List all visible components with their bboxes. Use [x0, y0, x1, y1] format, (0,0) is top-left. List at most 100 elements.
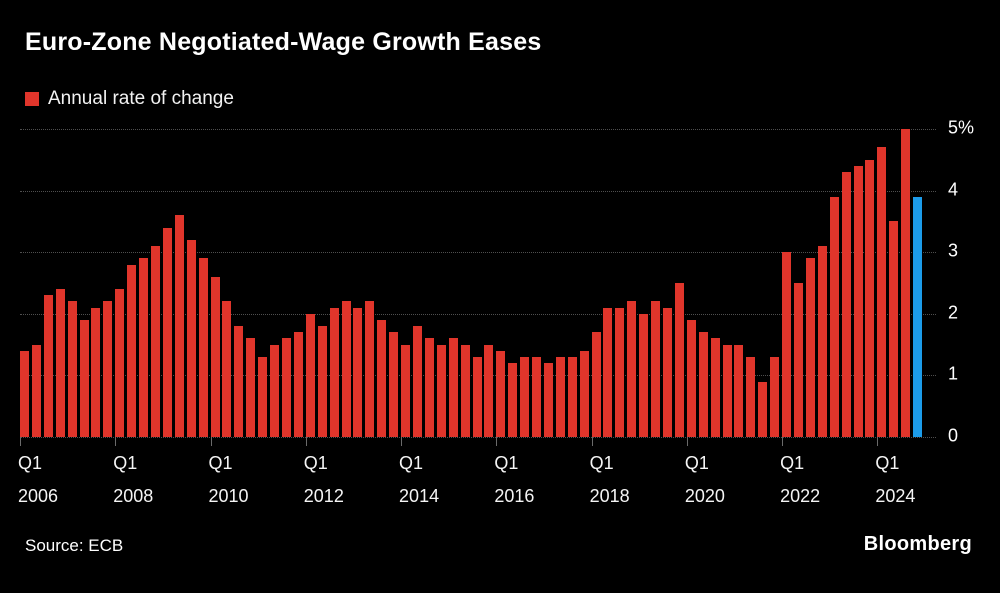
bar: [805, 258, 815, 437]
bar: [615, 307, 625, 437]
x-axis-tick: [401, 437, 403, 446]
bar: [567, 356, 577, 437]
gridline: [20, 252, 936, 254]
y-axis-tick-label: 2: [948, 302, 959, 323]
bar: [186, 239, 196, 437]
x-axis-tick-label: Q1 2006: [18, 453, 59, 506]
bloomberg-logo: Bloomberg: [863, 533, 972, 555]
bar: [508, 363, 518, 437]
bar: [674, 283, 684, 437]
bar: [520, 356, 530, 437]
bar: [365, 301, 375, 437]
bar: [329, 307, 339, 437]
bar: [234, 326, 244, 437]
bar: [20, 350, 29, 437]
bar: [139, 258, 149, 437]
bar: [639, 313, 649, 437]
bar: [317, 326, 327, 437]
bar: [722, 344, 732, 437]
bar: [460, 344, 470, 437]
bar: [281, 338, 291, 437]
source-label: Source: ECB: [25, 536, 124, 555]
bar: [770, 356, 780, 437]
bar-highlight: [913, 196, 923, 437]
chart-title: Euro-Zone Negotiated-Wage Growth Eases: [25, 28, 542, 56]
bar: [127, 264, 137, 437]
bar: [496, 350, 506, 437]
bar: [591, 332, 601, 437]
bar: [555, 356, 565, 437]
bar: [817, 246, 827, 437]
bar: [67, 301, 77, 437]
y-axis-tick-label: 0: [948, 425, 959, 446]
bar: [782, 252, 792, 437]
bar: [79, 319, 89, 437]
bar: [305, 313, 315, 437]
bar: [270, 344, 280, 437]
bar: [448, 338, 458, 437]
bar: [901, 129, 911, 437]
bar: [663, 307, 673, 437]
bar: [389, 332, 399, 437]
plot-area: 5% 4 3 2 1 0 Q1 2006 Q1 2008 Q1 2010 Q1 2012 Q1 2014 Q1 2…: [18, 117, 974, 506]
gridline: [20, 437, 936, 438]
bar: [877, 147, 887, 437]
bar: [698, 332, 708, 437]
bar: [865, 159, 875, 437]
bar: [746, 356, 756, 437]
x-axis-tick: [591, 437, 593, 446]
bar: [293, 332, 303, 437]
legend: Annual rate of change: [25, 88, 234, 110]
bar: [246, 338, 256, 437]
x-axis-tick-label: Q1 2018: [589, 453, 630, 506]
x-axis-tick: [305, 437, 307, 446]
bar: [55, 289, 65, 437]
bar: [532, 356, 542, 437]
bar: [484, 344, 494, 437]
bar: [353, 307, 363, 437]
y-axis-tick-label: 1: [948, 363, 959, 384]
bar: [734, 344, 744, 437]
x-axis-tick: [496, 437, 498, 446]
bar: [258, 356, 268, 437]
y-axis-tick-label: 5%: [948, 117, 975, 138]
bar: [162, 227, 172, 437]
x-axis-tick-label: Q1 2010: [208, 453, 249, 506]
bar: [198, 258, 208, 437]
bar: [889, 221, 899, 437]
bar: [401, 344, 411, 437]
bar: [579, 350, 589, 437]
legend-label: Annual rate of change: [48, 88, 234, 109]
x-axis-tick-label: Q1 2008: [113, 453, 154, 506]
gridline: [20, 129, 936, 130]
x-axis-tick: [782, 437, 784, 446]
bar: [412, 326, 422, 437]
bar: [377, 319, 387, 437]
bar: [341, 301, 351, 437]
x-axis-tick: [877, 437, 879, 446]
y-axis-tick-label: 3: [948, 240, 959, 261]
bar: [686, 319, 696, 437]
x-axis-tick-label: Q1 2014: [399, 453, 440, 506]
x-axis-tick: [115, 437, 117, 446]
bar: [436, 344, 446, 437]
bar: [794, 283, 803, 437]
bar: [103, 301, 113, 437]
bar: [31, 344, 41, 437]
bar: [829, 196, 839, 437]
bar: [710, 338, 720, 437]
bar: [150, 246, 160, 437]
bar: [43, 295, 53, 437]
x-axis-tick-label: Q1 2016: [494, 453, 535, 506]
x-axis-tick-label: Q1 2024: [875, 453, 916, 506]
x-axis-tick: [20, 437, 21, 446]
bar: [841, 172, 851, 437]
bar: [758, 381, 768, 437]
legend-swatch-red-icon: [25, 92, 39, 106]
bar: [651, 301, 661, 437]
bar: [853, 165, 863, 437]
gridline: [20, 190, 936, 192]
bar: [424, 338, 434, 437]
gridline: [20, 313, 936, 315]
